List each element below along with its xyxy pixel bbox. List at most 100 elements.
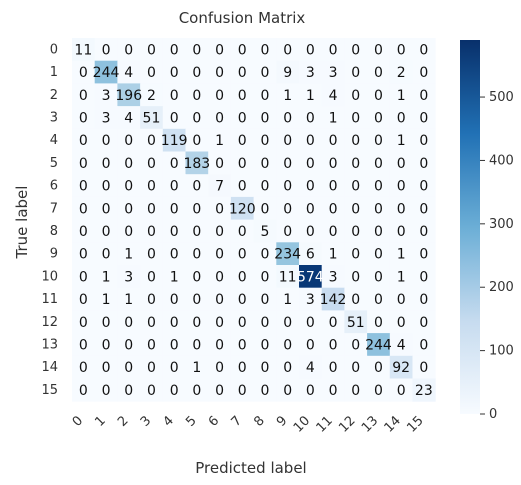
- heatmap-cell-value: 0: [351, 269, 360, 285]
- heatmap-cell: [72, 128, 96, 152]
- heatmap-cell-value: 0: [374, 156, 383, 172]
- heatmap-cell-value: 0: [351, 133, 360, 149]
- heatmap-cell: [253, 287, 277, 311]
- heatmap-cell-value: 0: [397, 383, 406, 399]
- heatmap-cell-value: 0: [351, 383, 360, 399]
- heatmap-cell-value: 11: [279, 269, 297, 285]
- heatmap-cell: [367, 265, 391, 289]
- heatmap-cell: [94, 174, 118, 198]
- heatmap-cell-value: 51: [347, 315, 365, 331]
- heatmap-cell-value: 0: [419, 110, 428, 126]
- heatmap-cell: [94, 310, 118, 334]
- heatmap-cell: [162, 38, 186, 62]
- heatmap-cell: [140, 265, 164, 289]
- heatmap-cell: [321, 287, 345, 311]
- heatmap-cell: [276, 174, 300, 198]
- heatmap-cell-value: 0: [283, 201, 292, 217]
- heatmap-cell-value: 0: [260, 247, 269, 263]
- heatmap-cell: [140, 151, 164, 175]
- heatmap-cell-value: 0: [192, 224, 201, 240]
- heatmap-cell-value: 0: [192, 292, 201, 308]
- heatmap-cell-value: 0: [147, 360, 156, 376]
- heatmap-cell-value: 0: [147, 201, 156, 217]
- heatmap-cell: [230, 355, 255, 379]
- heatmap-cell-value: 0: [306, 383, 315, 399]
- heatmap-cell-value: 1: [102, 292, 111, 308]
- heatmap-cell: [94, 333, 118, 357]
- heatmap-cell-value: 0: [283, 179, 292, 195]
- heatmap-cell: [344, 151, 368, 175]
- heatmap-cell: [162, 106, 186, 130]
- heatmap-cell: [94, 83, 118, 107]
- heatmap-cell-value: 0: [192, 88, 201, 104]
- heatmap-cell-value: 0: [79, 292, 88, 308]
- heatmap-cell-value: 0: [79, 224, 88, 240]
- heatmap-cell-value: 0: [419, 247, 428, 263]
- heatmap-cell-value: 0: [351, 360, 360, 376]
- heatmap-cell: [162, 310, 186, 334]
- heatmap-cell-value: 574: [297, 269, 324, 285]
- heatmap-cell-value: 1: [397, 88, 406, 104]
- heatmap-cell-value: 0: [124, 360, 133, 376]
- heatmap-cell: [253, 242, 277, 266]
- heatmap-cell: [94, 38, 118, 62]
- heatmap-cell: [185, 196, 209, 221]
- y-tick-label: 14: [41, 360, 58, 375]
- chart-title: Confusion Matrix: [179, 9, 306, 27]
- heatmap-cell-value: 0: [351, 201, 360, 217]
- heatmap-cell: [117, 310, 141, 334]
- heatmap-cell-value: 0: [397, 156, 406, 172]
- heatmap-cell: [299, 151, 323, 175]
- heatmap-cell-value: 0: [419, 133, 428, 149]
- heatmap-cell: [208, 265, 232, 289]
- heatmap-cell-value: 0: [351, 224, 360, 240]
- heatmap-cell: [185, 242, 209, 266]
- heatmap-cell-value: 244: [365, 337, 392, 353]
- heatmap-cell: [185, 174, 209, 198]
- x-tick-label: 15: [404, 413, 426, 435]
- heatmap-cell: [276, 333, 300, 357]
- heatmap-cell: [389, 38, 413, 62]
- heatmap-cell-value: 0: [351, 110, 360, 126]
- heatmap-cell-value: 3: [102, 110, 111, 126]
- x-tick-label: 10: [291, 413, 313, 435]
- heatmap-cell: [208, 128, 232, 152]
- heatmap-cell-value: 0: [147, 156, 156, 172]
- heatmap-cell-value: 0: [170, 292, 179, 308]
- heatmap-cell: [162, 83, 186, 107]
- heatmap-cell: [321, 310, 345, 334]
- heatmap-cell-value: 1: [283, 292, 292, 308]
- heatmap-cell-value: 0: [170, 247, 179, 263]
- heatmap-cell: [412, 333, 436, 357]
- heatmap-cell-value: 0: [124, 224, 133, 240]
- heatmap-cell-value: 0: [260, 360, 269, 376]
- heatmap-cell: [230, 287, 255, 311]
- heatmap-cell: [72, 196, 96, 221]
- heatmap-cell-value: 0: [260, 315, 269, 331]
- heatmap-cell: [389, 83, 413, 107]
- heatmap-cell: [389, 265, 413, 289]
- heatmap-cell-value: 0: [419, 224, 428, 240]
- heatmap-cell-value: 0: [79, 201, 88, 217]
- heatmap-cell: [208, 106, 232, 130]
- heatmap-cell-value: 0: [329, 315, 338, 331]
- heatmap-cell-value: 0: [215, 315, 224, 331]
- heatmap-cell-value: 0: [215, 88, 224, 104]
- heatmap-cell: [276, 219, 300, 243]
- heatmap-cell: [321, 128, 345, 152]
- heatmap-cell: [412, 242, 436, 266]
- heatmap-cell-value: 0: [306, 201, 315, 217]
- heatmap-cell: [321, 333, 345, 357]
- heatmap-cell-value: 0: [238, 337, 247, 353]
- heatmap-cell-value: 0: [170, 224, 179, 240]
- heatmap-cell: [117, 333, 141, 357]
- heatmap-cells: [72, 38, 436, 402]
- heatmap-cell-value: 0: [124, 179, 133, 195]
- heatmap-cell-value: 1: [170, 269, 179, 285]
- heatmap-cell: [299, 38, 323, 62]
- heatmap-cell-value: 0: [170, 110, 179, 126]
- heatmap-cell-value: 0: [238, 360, 247, 376]
- heatmap-cell: [344, 310, 368, 334]
- heatmap-cell-value: 0: [238, 315, 247, 331]
- heatmap-cell: [208, 333, 232, 357]
